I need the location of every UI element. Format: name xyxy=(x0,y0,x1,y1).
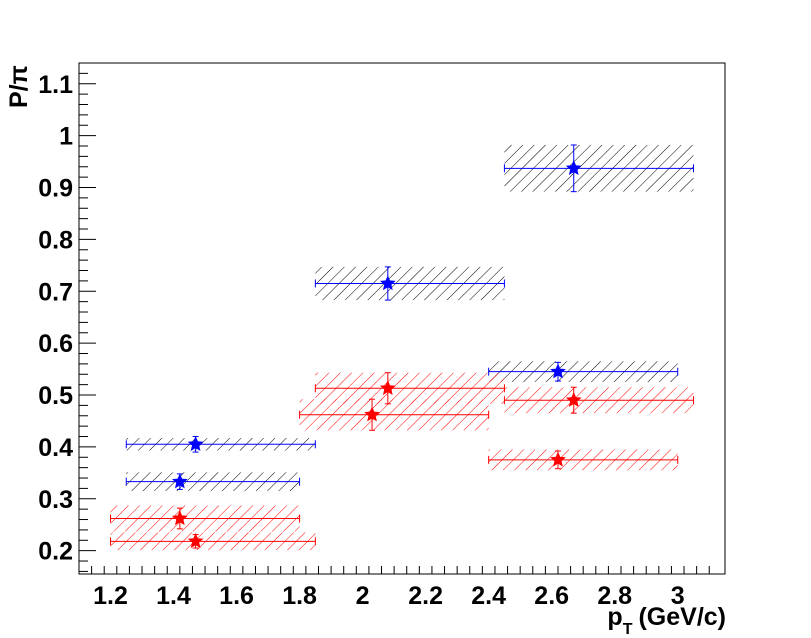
x-tick-label: 1.6 xyxy=(219,582,254,610)
y-tick-label: 0.2 xyxy=(38,538,73,566)
data-point-blue xyxy=(379,275,396,291)
data-point-red xyxy=(187,533,204,549)
x-tick-label: 2.8 xyxy=(597,582,632,610)
y-tick-label: 0.3 xyxy=(38,486,73,514)
x-tick-label: 2.6 xyxy=(534,582,569,610)
data-markers xyxy=(171,160,582,549)
y-tick-label: 1 xyxy=(59,123,73,151)
y-tick-label: 0.7 xyxy=(38,278,73,306)
x-axis-title: pT (GeV/c) xyxy=(607,603,726,638)
data-point-red xyxy=(565,391,582,407)
x-axis-title-main: p xyxy=(607,603,622,631)
x-axis-title-unit: (GeV/c) xyxy=(638,603,726,631)
data-point-blue xyxy=(171,473,188,489)
x-tick-label: 2 xyxy=(356,582,370,610)
data-point-blue xyxy=(565,160,582,176)
x-tick-labels: 1.2 1.4 1.6 1.8 2 2.2 2.4 2.6 2.8 3 xyxy=(93,582,685,610)
x-tick-label: 1.4 xyxy=(156,582,191,610)
data-point-blue xyxy=(187,436,204,452)
systematic-boxes xyxy=(110,144,694,551)
x-axis-title-sub: T xyxy=(623,621,633,638)
data-point-red xyxy=(364,406,380,422)
x-tick-label: 2.2 xyxy=(408,582,443,610)
y-tick-label: 0.9 xyxy=(38,175,73,203)
x-axis-ticks xyxy=(78,566,710,574)
y-tick-label: 1.1 xyxy=(38,71,73,99)
y-tick-label: 0.6 xyxy=(38,330,73,358)
data-point-red xyxy=(171,510,188,526)
x-tick-label: 1.2 xyxy=(93,582,128,610)
y-tick-label: 0.4 xyxy=(38,434,73,462)
x-tick-label: 2.4 xyxy=(471,582,506,610)
y-axis-ticks xyxy=(79,62,96,572)
x-tick-label: 3 xyxy=(671,582,685,610)
data-point-red xyxy=(379,380,396,395)
plot-frame xyxy=(78,62,726,575)
data-point-blue xyxy=(550,363,566,379)
data-point-red xyxy=(550,451,566,467)
y-tick-label: 0.5 xyxy=(38,382,73,410)
y-tick-labels: 0.2 0.3 0.4 0.5 0.6 0.7 0.8 0.9 1 1.1 xyxy=(38,71,73,566)
y-tick-label: 0.8 xyxy=(38,226,73,254)
y-axis-title: P/π xyxy=(5,65,33,108)
x-tick-label: 1.8 xyxy=(282,582,317,610)
